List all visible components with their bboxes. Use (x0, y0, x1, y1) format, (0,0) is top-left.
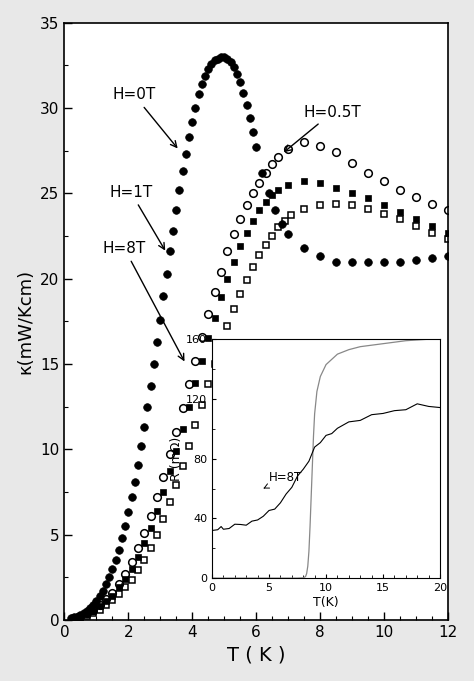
Text: H=8T: H=8T (103, 241, 184, 360)
Text: H=0.5T: H=0.5T (285, 104, 362, 151)
X-axis label: T ( K ): T ( K ) (227, 646, 285, 665)
Text: H=1T: H=1T (109, 185, 164, 249)
Y-axis label: κ(mW/Kcm): κ(mW/Kcm) (17, 269, 35, 374)
Text: H=0T: H=0T (112, 87, 177, 147)
